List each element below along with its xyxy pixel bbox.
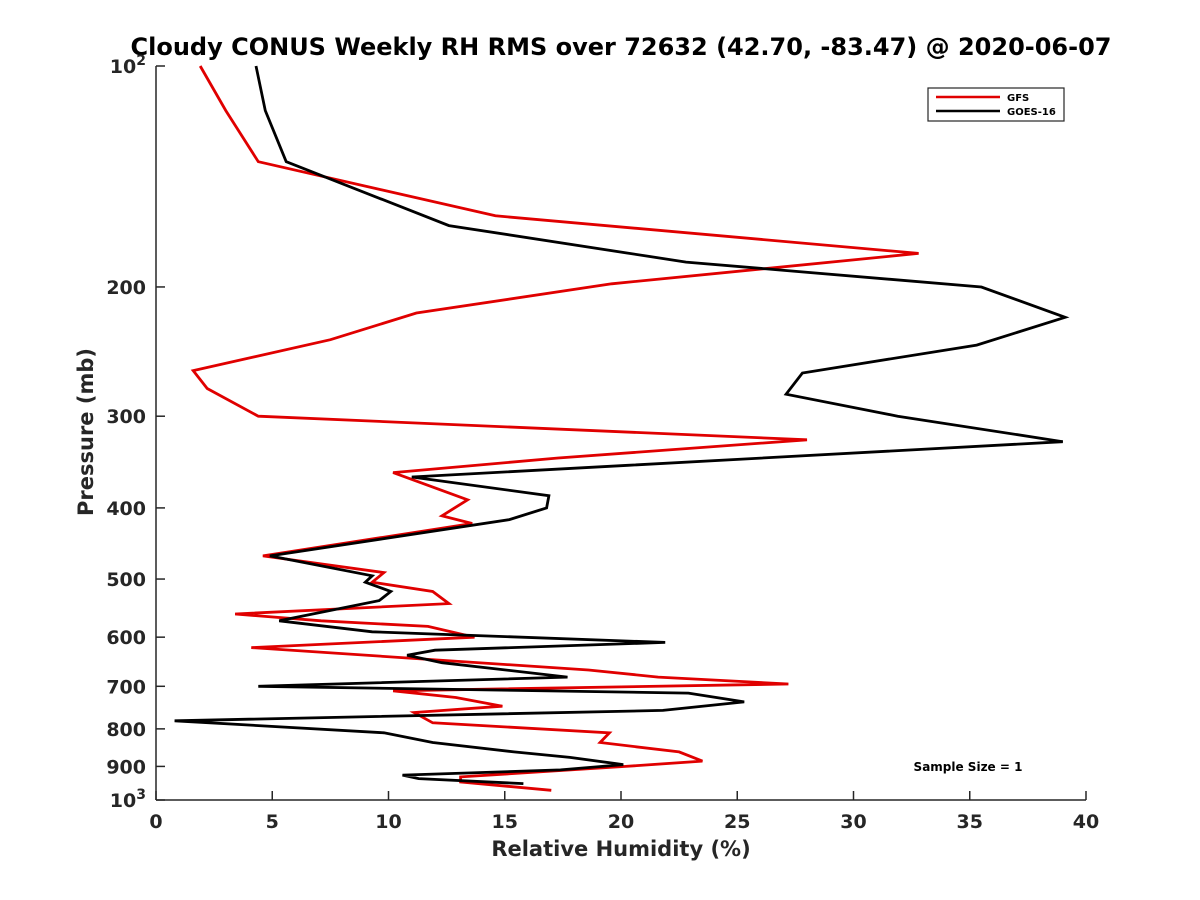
- x-axis-label: Relative Humidity (%): [491, 837, 750, 861]
- series-line-gfs: [190, 65, 919, 792]
- x-tick-label: 20: [608, 811, 634, 833]
- x-tick-label: 35: [957, 811, 983, 833]
- legend-label: GFS: [1007, 93, 1029, 104]
- y-tick-label: 800: [106, 719, 146, 741]
- y-tick-label: 400: [106, 498, 146, 520]
- y-tick-label: 102: [110, 53, 146, 78]
- x-tick-label: 25: [724, 811, 750, 833]
- y-tick-label: 300: [106, 406, 146, 428]
- chart-title: Cloudy CONUS Weekly RH RMS over 72632 (4…: [131, 33, 1112, 61]
- x-tick-label: 15: [492, 811, 518, 833]
- x-tick-label: 0: [149, 811, 162, 833]
- x-tick-label: 30: [840, 811, 866, 833]
- y-tick-label: 103: [110, 787, 146, 812]
- y-axis-label: Pressure (mb): [74, 348, 98, 516]
- series-layer: [174, 65, 1070, 792]
- x-tick-label: 10: [375, 811, 401, 833]
- y-tick-label: 900: [106, 756, 146, 778]
- series-line-goes-16: [174, 65, 1070, 785]
- ticks-layer: 0 5 10 15 20 25 30 35 40 102 200 300 400 500 600 700 800…: [106, 53, 1099, 833]
- legend-box: [927, 87, 1065, 122]
- y-tick-label: 500: [106, 569, 146, 591]
- sample-size-annotation: Sample Size = 1: [914, 760, 1023, 774]
- x-tick-label: 40: [1073, 811, 1099, 833]
- legend-label: GOES-16: [1007, 107, 1056, 118]
- x-tick-label: 5: [266, 811, 279, 833]
- legend: GFS GOES-16: [927, 87, 1065, 122]
- y-tick-label: 700: [106, 676, 146, 698]
- y-tick-label: 200: [106, 277, 146, 299]
- y-tick-label: 600: [106, 627, 146, 649]
